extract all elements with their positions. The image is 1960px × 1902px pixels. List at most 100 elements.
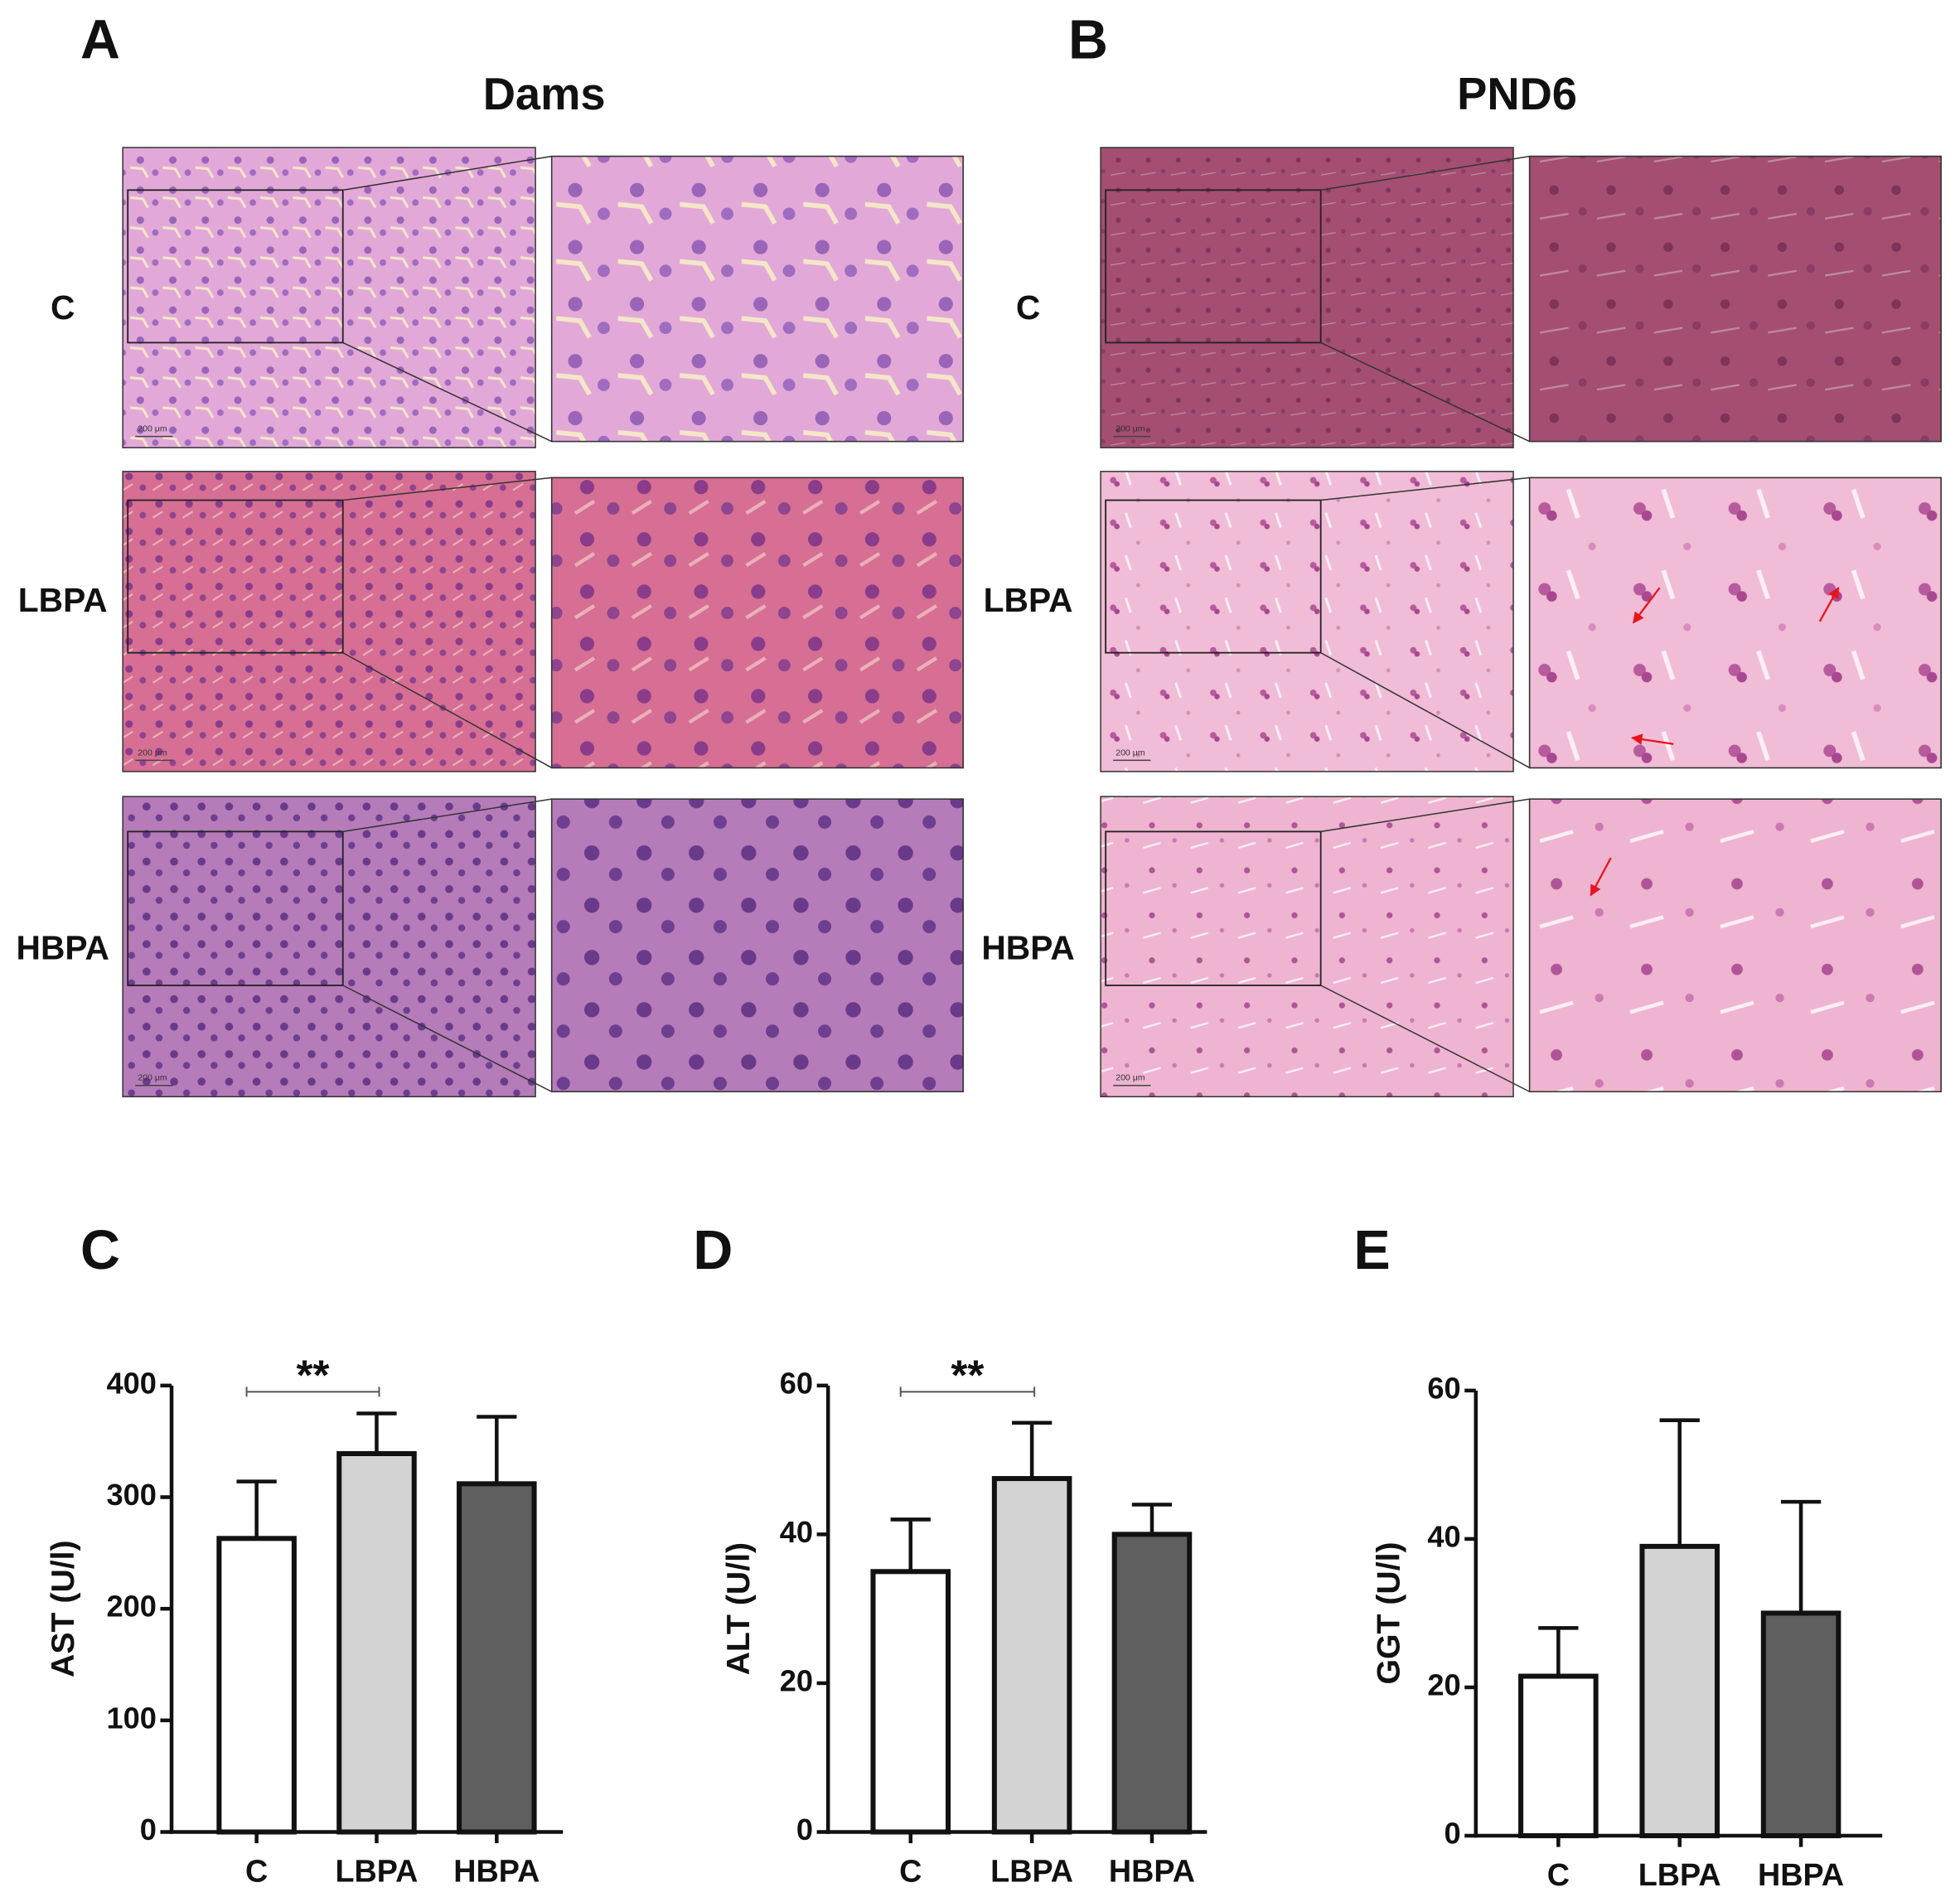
panel-letter: B xyxy=(1068,9,1108,70)
row-label: HBPA xyxy=(17,929,109,967)
y-tick-label: 300 xyxy=(106,1478,156,1512)
y-tick-label: 0 xyxy=(1445,1817,1461,1851)
y-tick-label: 20 xyxy=(1427,1668,1460,1702)
micrograph xyxy=(122,147,536,448)
zoom-frame xyxy=(550,155,964,443)
panel-title: PND6 xyxy=(1457,69,1577,119)
zoom-connector xyxy=(342,798,552,833)
x-tick-label: C xyxy=(1547,1857,1570,1892)
zoom-connector xyxy=(1320,985,1530,1092)
scale-bar-label: 200 μm xyxy=(1116,424,1145,434)
x-tick-label: LBPA xyxy=(336,1853,419,1888)
zoom-connector xyxy=(342,155,552,191)
bar xyxy=(870,1569,951,1835)
micrograph xyxy=(122,796,536,1098)
x-tick-label: HBPA xyxy=(1758,1857,1844,1892)
zoom-frame xyxy=(1528,155,1942,443)
zoom-connector xyxy=(342,341,553,443)
inset-box xyxy=(127,830,344,986)
zoom-fill xyxy=(1529,156,1942,442)
y-tick-label: 60 xyxy=(1427,1371,1460,1405)
row-label: LBPA xyxy=(984,581,1073,619)
scale-bar-label: 200 μm xyxy=(138,1073,167,1083)
arrow xyxy=(1818,586,1840,622)
zoom-fill xyxy=(551,156,964,442)
zoom-connector xyxy=(1320,651,1531,769)
y-tick-label: 400 xyxy=(106,1366,156,1400)
row-label: LBPA xyxy=(18,581,108,619)
panel-letter: C xyxy=(80,1220,120,1281)
bar xyxy=(216,1536,297,1835)
red-arrows xyxy=(1590,586,1840,897)
bar xyxy=(1111,1532,1193,1835)
x-tick-label: C xyxy=(245,1853,268,1888)
y-tick-label: 200 xyxy=(106,1590,156,1624)
y-axis-label: ALT (U/l) xyxy=(720,1542,757,1675)
y-tick-label: 0 xyxy=(140,1812,157,1846)
zoom-connector xyxy=(1320,155,1530,191)
x-tick-label: LBPA xyxy=(1638,1857,1721,1892)
zoom-texture xyxy=(1529,477,1942,768)
zoom-texture xyxy=(1529,799,1942,1092)
bar xyxy=(457,1481,537,1835)
zoom-frame xyxy=(1528,477,1942,769)
zoom-fill xyxy=(1529,477,1942,768)
bar xyxy=(991,1476,1072,1835)
row-label: C xyxy=(1016,288,1040,327)
panel-letter: A xyxy=(80,9,120,70)
y-tick-label: 60 xyxy=(780,1366,813,1400)
bar xyxy=(1518,1673,1599,1839)
arrow xyxy=(1632,587,1661,624)
inset-box xyxy=(1105,189,1322,344)
scale-bar-label: 200 μm xyxy=(1116,1073,1145,1083)
scale-bar-label: 200 μm xyxy=(138,424,167,434)
y-tick-label: 40 xyxy=(780,1515,813,1549)
zoom-texture xyxy=(551,156,964,442)
zoom-connector xyxy=(1320,798,1530,833)
zoom-connector xyxy=(1320,341,1530,443)
significance-label: ** xyxy=(951,1351,984,1398)
zoom-connector xyxy=(342,651,553,769)
zoom-connector xyxy=(342,985,553,1092)
zoom-frame xyxy=(550,477,964,769)
bar xyxy=(1639,1543,1720,1839)
y-tick-label: 20 xyxy=(780,1664,813,1698)
zoom-fill xyxy=(1529,799,1942,1092)
zoom-fill xyxy=(551,477,964,768)
micrograph xyxy=(1100,147,1514,448)
panel-letter: E xyxy=(1353,1220,1390,1281)
y-axis-label: GGT (U/l) xyxy=(1371,1541,1407,1684)
zoom-frame xyxy=(550,798,964,1093)
zoom-texture xyxy=(551,799,964,1092)
x-tick-label: HBPA xyxy=(1109,1853,1195,1888)
x-tick-label: C xyxy=(899,1853,922,1888)
arrow xyxy=(1631,733,1674,745)
bar xyxy=(336,1450,417,1835)
inset-box xyxy=(127,189,344,344)
x-tick-label: LBPA xyxy=(990,1853,1073,1888)
inset-box xyxy=(127,499,344,654)
y-tick-label: 40 xyxy=(1427,1519,1460,1553)
y-axis-label: AST (U/l) xyxy=(45,1540,81,1677)
inset-box xyxy=(1105,499,1322,654)
zoom-frame xyxy=(1528,798,1942,1093)
micrograph xyxy=(1100,796,1514,1098)
panel-title: Dams xyxy=(483,69,606,119)
micrograph xyxy=(122,471,536,772)
zoom-texture xyxy=(551,477,964,768)
row-label: HBPA xyxy=(981,929,1074,967)
y-tick-label: 100 xyxy=(106,1701,156,1735)
bar xyxy=(1760,1610,1841,1839)
row-label: C xyxy=(51,288,75,327)
micrograph xyxy=(1100,471,1514,772)
y-tick-label: 0 xyxy=(796,1812,813,1846)
scale-bar-label: 200 μm xyxy=(1116,748,1145,757)
x-tick-label: HBPA xyxy=(453,1853,540,1888)
zoom-texture xyxy=(1529,156,1942,442)
significance-label: ** xyxy=(297,1351,330,1398)
arrow xyxy=(1590,857,1612,897)
zoom-connector xyxy=(342,477,552,501)
zoom-connector xyxy=(1320,477,1530,501)
